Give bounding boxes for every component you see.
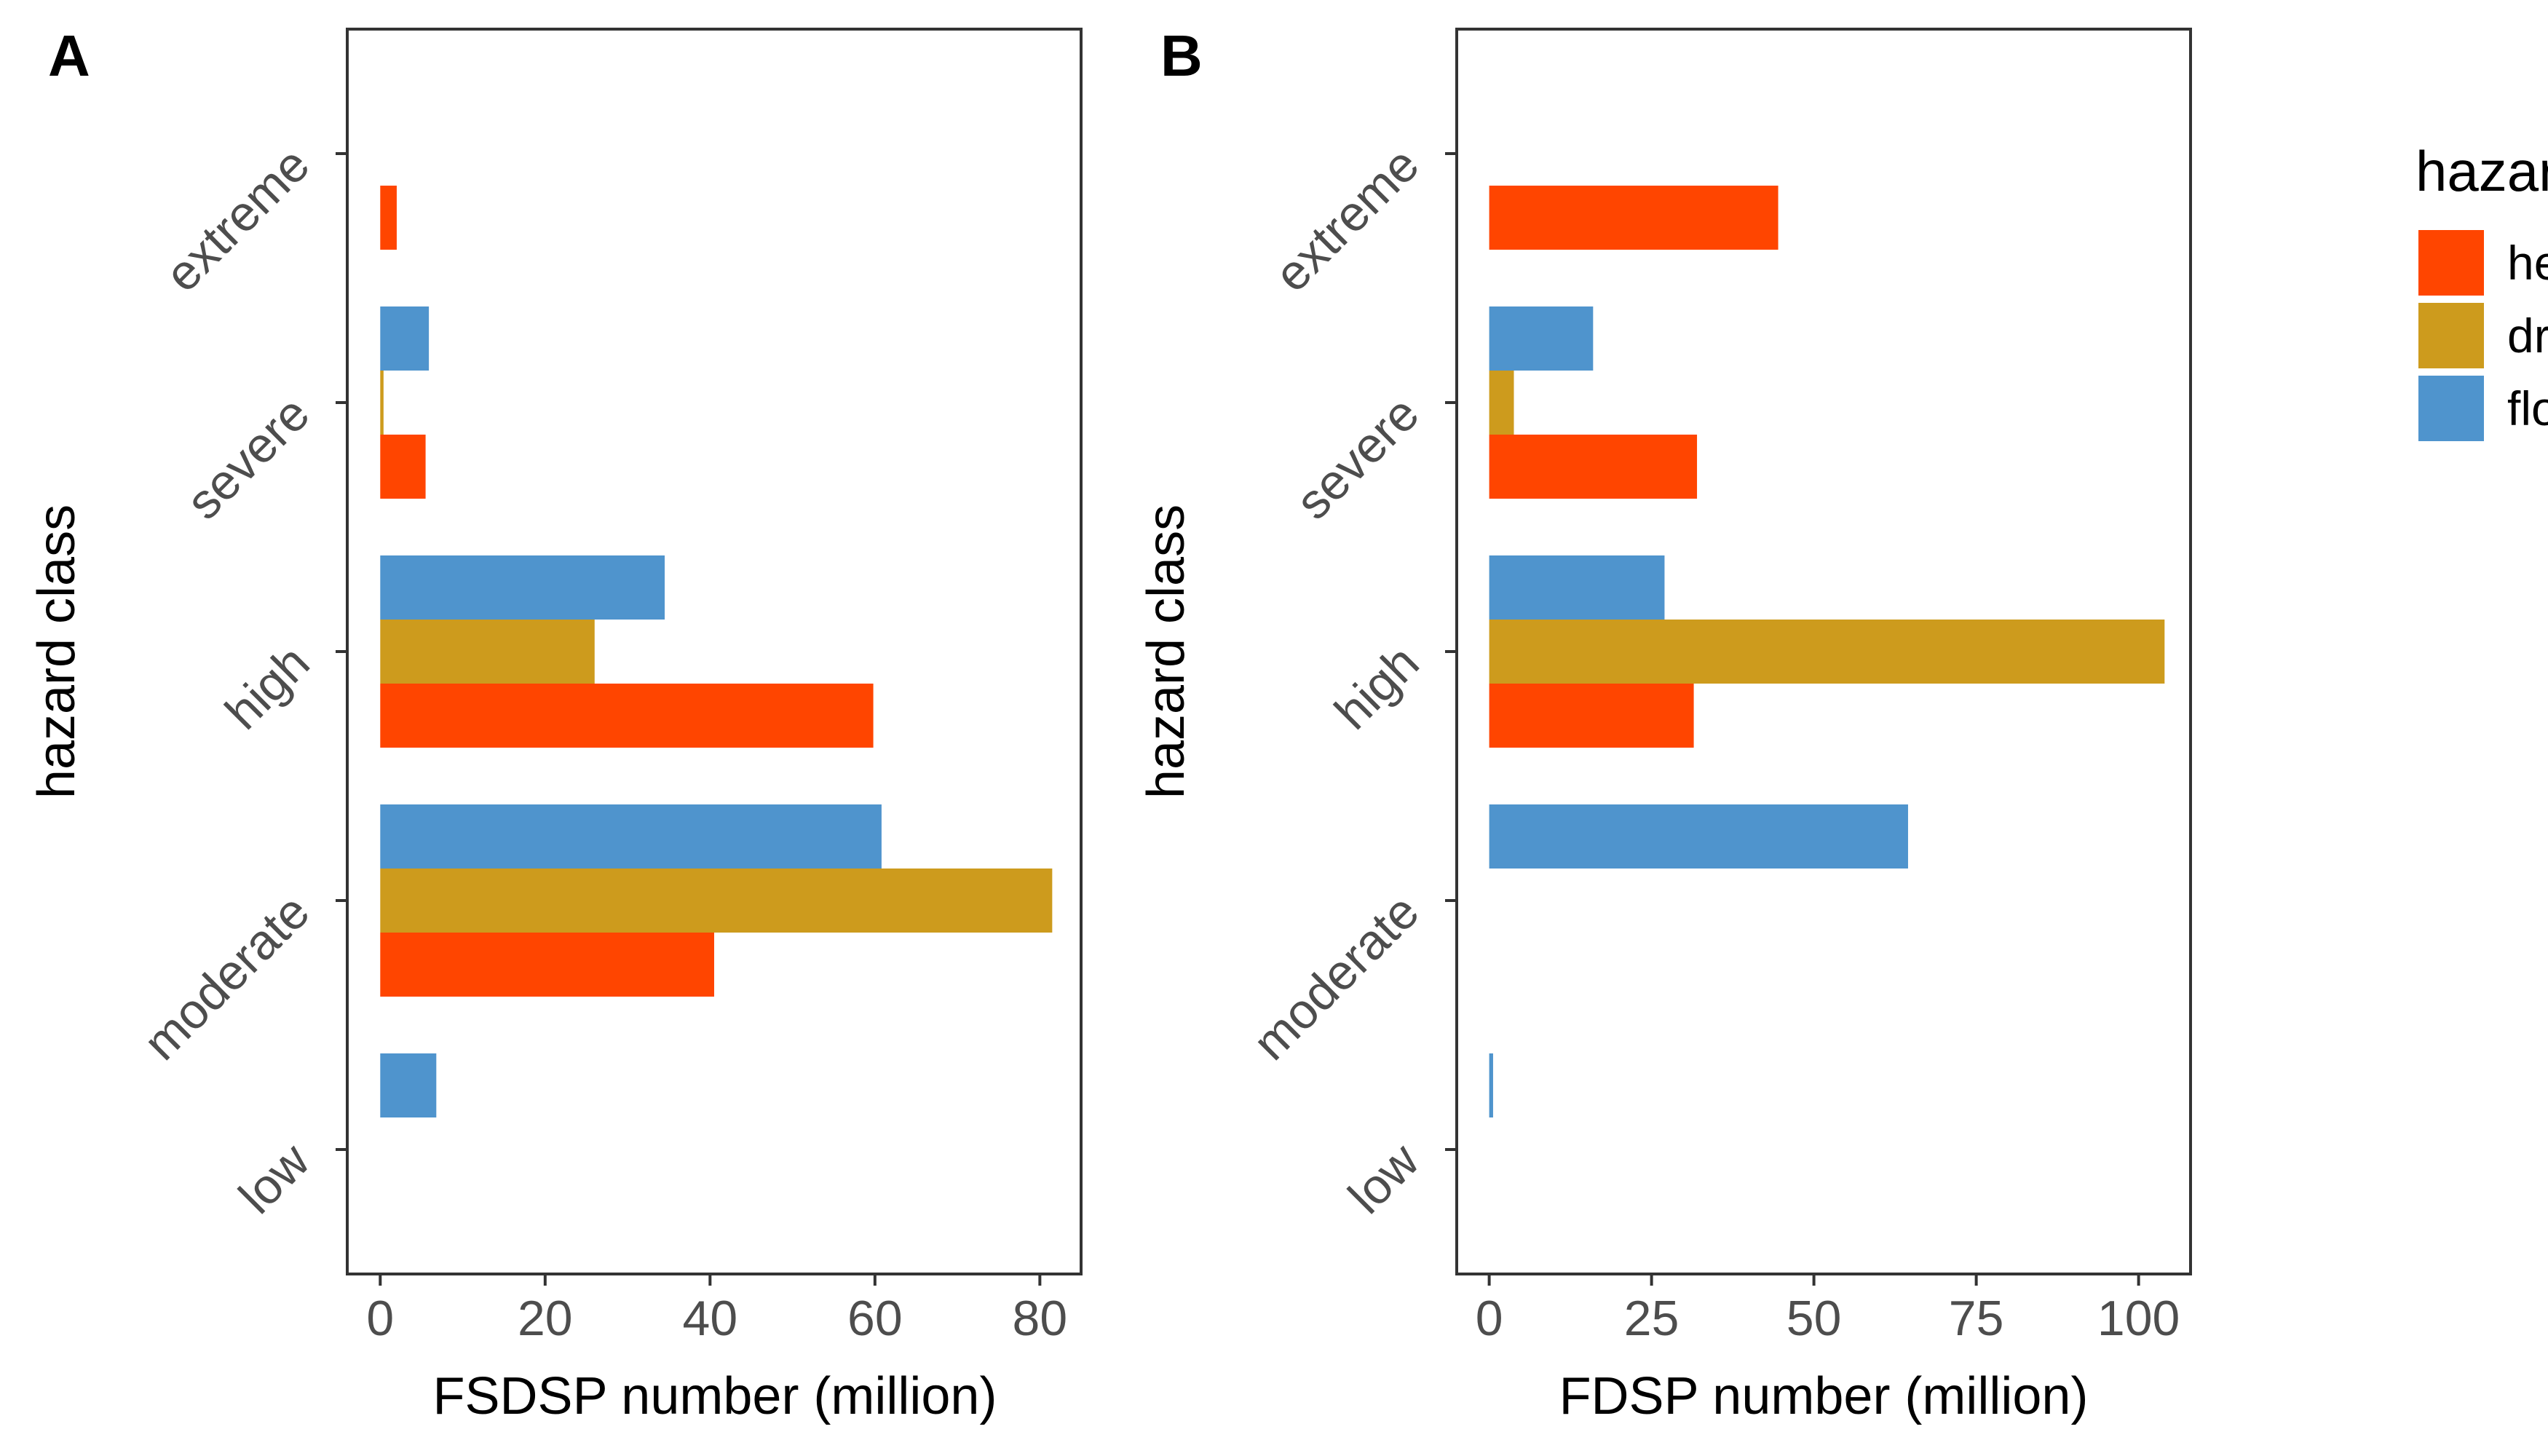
panel-a-x-tick-label: 60 <box>847 1291 903 1346</box>
panel-a-y-tick-label-low: low <box>229 1132 321 1224</box>
panel-b-x-tick-label: 25 <box>1624 1291 1679 1346</box>
panel-a-y-tick-label-severe: severe <box>176 386 320 530</box>
panel-b-bar-heatwave-severe <box>1489 435 1698 499</box>
legend-swatch-drought <box>2418 303 2484 368</box>
legend-label-heatwave: heatwave <box>2507 236 2548 290</box>
panel-b-y-tick-label-severe: severe <box>1286 386 1430 530</box>
panel-a-x-tick-label: 80 <box>1013 1291 1068 1346</box>
panel-b-bar-flood-low <box>1489 1053 1493 1117</box>
panel-a-bar-drought-high <box>380 620 595 684</box>
panel-b-label: B <box>1160 23 1203 88</box>
panel-a-x-tick-label: 0 <box>366 1291 394 1346</box>
panel-a-bar-heatwave-moderate <box>380 933 714 997</box>
panel-a-bar-drought-severe <box>380 371 384 435</box>
panel-a-x-tick-label: 20 <box>518 1291 573 1346</box>
panel-b-y-tick-label-extreme: extreme <box>1264 137 1429 302</box>
panel-a-bar-heatwave-high <box>380 684 874 748</box>
panel-a: A hazard class FSDSP number (million) lo… <box>28 23 1083 1425</box>
panel-b-bar-drought-severe <box>1489 371 1514 435</box>
panel-a-bar-flood-low <box>380 1053 437 1117</box>
panel-b-plot-frame <box>1455 28 2192 1275</box>
panel-a-bar-drought-moderate <box>380 869 1053 933</box>
panel-b-y-axis-title: hazard class <box>1137 505 1195 799</box>
panel-b-bars <box>1489 186 2165 1117</box>
legend-label-drought: drought <box>2507 309 2548 363</box>
panel-a-y-tick-label-moderate: moderate <box>133 884 320 1071</box>
legend-swatch-heatwave <box>2418 230 2484 296</box>
panel-b-bar-heatwave-high <box>1489 684 1694 748</box>
panel-a-y-axis-title: hazard class <box>28 505 86 799</box>
panel-b-bar-flood-high <box>1489 555 1665 620</box>
panel-a-x-tick-label: 40 <box>683 1291 738 1346</box>
panel-a-bar-flood-moderate <box>380 804 882 869</box>
panel-b-bar-flood-severe <box>1489 306 1594 371</box>
panel-b-bar-flood-moderate <box>1489 804 1908 869</box>
panel-b-y-tick-label-moderate: moderate <box>1243 884 1430 1071</box>
legend: hazard heatwave drought flood <box>2416 139 2548 441</box>
panel-b-x-tick-label: 50 <box>1787 1291 1842 1346</box>
legend-title: hazard <box>2416 139 2548 203</box>
panel-a-label: A <box>48 23 90 88</box>
panel-a-x-axis-title: FSDSP number (million) <box>433 1367 997 1425</box>
panel-a-bars <box>380 186 1053 1117</box>
panel-a-y-tick-label-extreme: extreme <box>154 137 320 302</box>
legend-label-flood: flood <box>2507 381 2548 435</box>
panel-b-x-tick-label: 0 <box>1476 1291 1503 1346</box>
panel-a-bar-flood-high <box>380 555 665 620</box>
panel-a-plot-frame <box>346 28 1083 1275</box>
legend-items: heatwave drought flood <box>2418 230 2548 441</box>
panel-b-x-axis-title: FDSP number (million) <box>1559 1367 2089 1425</box>
panel-b-y-tick-label-low: low <box>1338 1132 1431 1224</box>
panel-b-bar-heatwave-extreme <box>1489 186 1779 250</box>
panel-b-ticks: low moderate high severe extreme 0 25 50 75 100 <box>1243 137 2180 1346</box>
panel-a-bar-heatwave-severe <box>380 435 426 499</box>
legend-swatch-flood <box>2418 376 2484 441</box>
panel-b-x-tick-label: 75 <box>1949 1291 2004 1346</box>
panel-b-y-tick-label-high: high <box>1324 635 1430 740</box>
panel-a-bar-flood-severe <box>380 306 430 371</box>
panel-b-x-tick-label: 100 <box>2097 1291 2180 1346</box>
panel-b-bar-drought-high <box>1489 620 2165 684</box>
panel-b: B hazard class FDSP number (million) low… <box>1137 23 2192 1425</box>
panel-a-bar-heatwave-extreme <box>380 186 397 250</box>
panel-a-y-tick-label-high: high <box>215 635 320 740</box>
